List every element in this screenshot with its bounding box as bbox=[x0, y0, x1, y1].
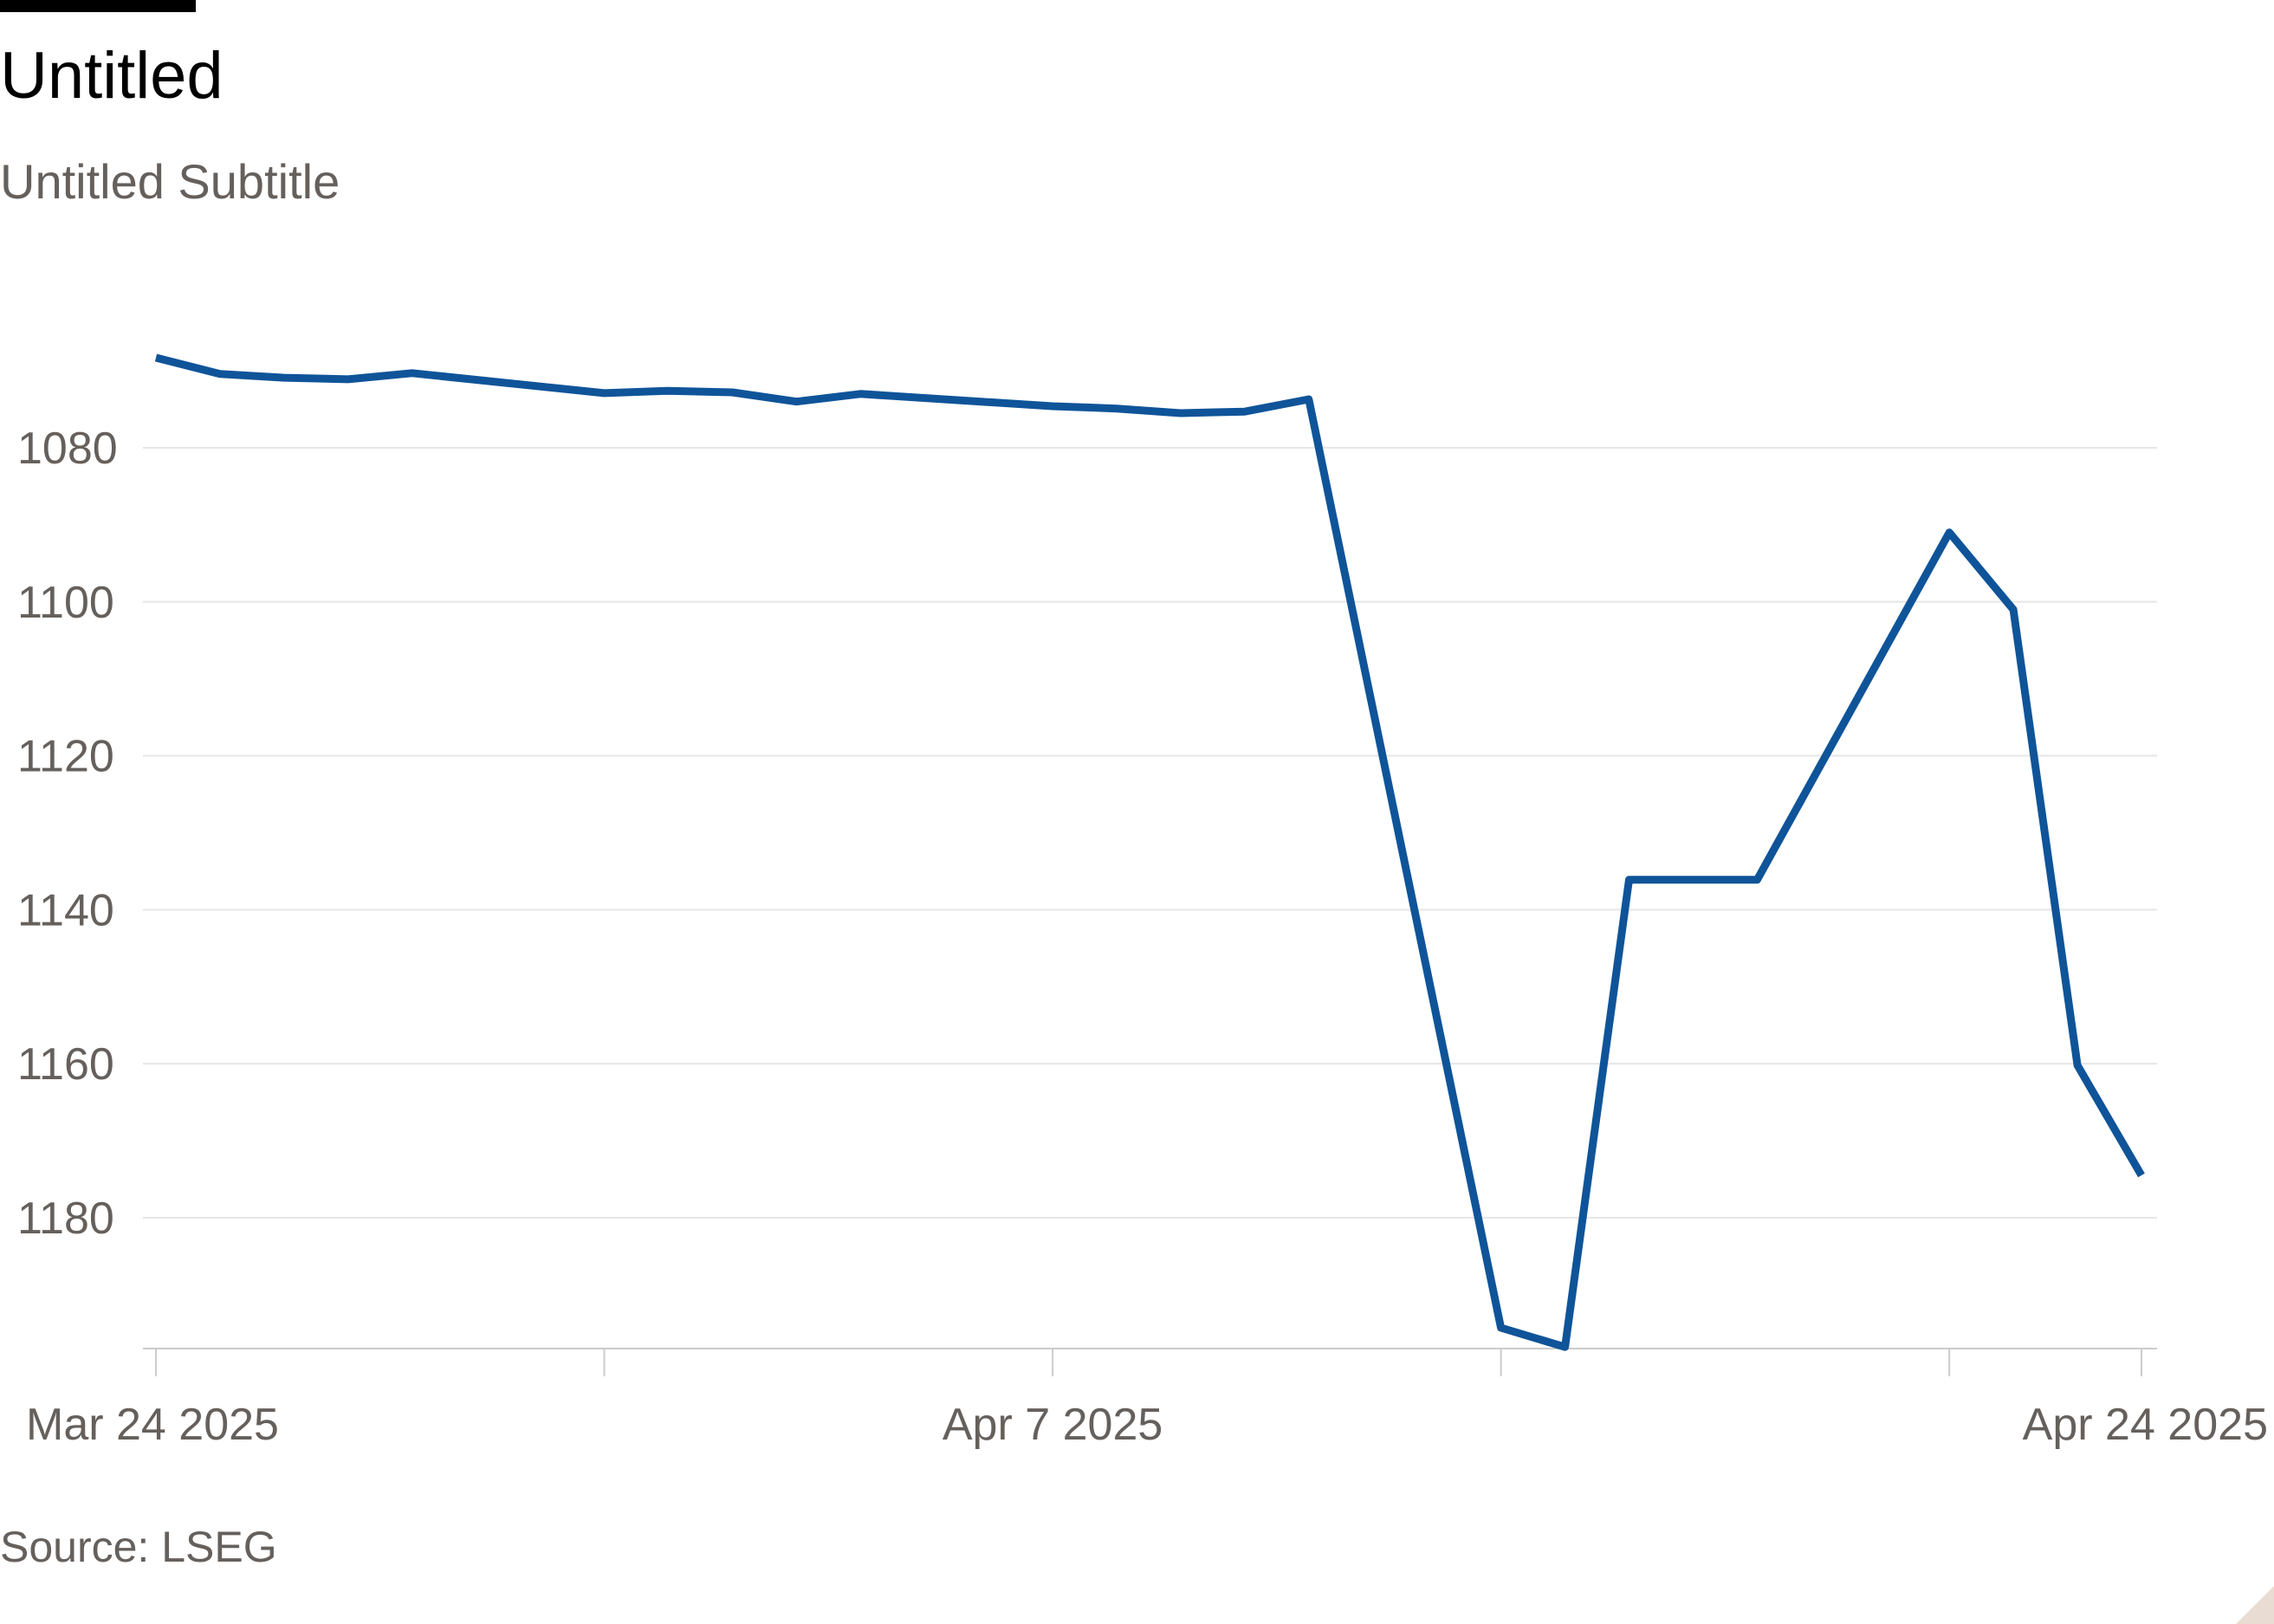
series bbox=[154, 353, 2145, 1351]
chart-title: Untitled bbox=[0, 39, 224, 113]
y-axis-ticks: 1080 1100 1120 1140 1160 1180 bbox=[17, 424, 118, 1244]
x-tick-label: Apr 7 2025 bbox=[943, 1400, 1163, 1450]
y-tick-label: 1120 bbox=[17, 732, 114, 782]
y-tick-label: 1100 bbox=[17, 578, 114, 628]
x-axis: Mar 24 2025 Apr 7 2025 Apr 24 2025 bbox=[26, 1348, 2268, 1450]
brand-bar bbox=[0, 0, 196, 12]
y-tick-label: 1080 bbox=[17, 424, 118, 474]
y-tick-label: 1180 bbox=[17, 1194, 114, 1244]
gridlines bbox=[143, 447, 2157, 1219]
chart-subtitle: Untitled Subtitle bbox=[0, 154, 340, 209]
corner-decoration bbox=[2236, 1586, 2274, 1624]
series-line bbox=[154, 353, 2145, 1351]
line-chart: 1080 1100 1120 1140 1160 1180 Mar 24 2025 Apr … bbox=[17, 353, 2268, 1450]
y-tick-label: 1160 bbox=[17, 1039, 114, 1090]
y-tick-label: 1140 bbox=[17, 885, 114, 935]
x-tick-label: Mar 24 2025 bbox=[26, 1400, 279, 1450]
x-tick-label: Apr 24 2025 bbox=[2023, 1400, 2268, 1450]
source-note: Source: LSEG bbox=[0, 1523, 277, 1571]
